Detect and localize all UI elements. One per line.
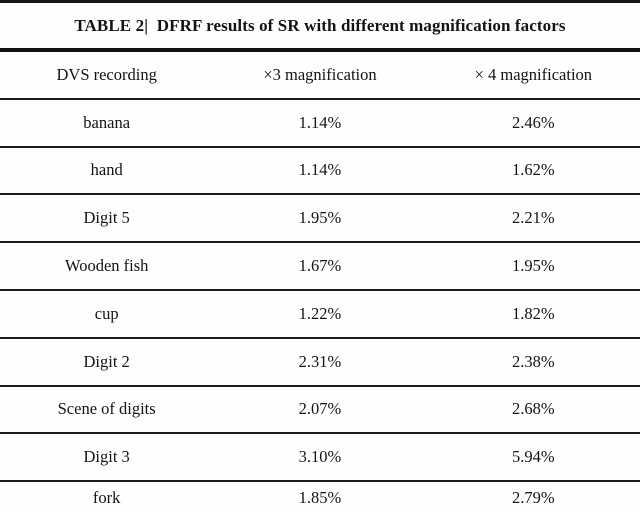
results-table: DVS recording ×3 magnification × 4 magni… [0,52,640,512]
mag3-value-cell: 2.07% [213,385,427,435]
mag4-value-cell: 2.21% [426,194,640,244]
mag3-value-cell: 1.67% [213,242,427,291]
table-header: DVS recording ×3 magnification × 4 magni… [0,52,640,100]
mag3-value-cell: 1.85% [298,488,342,508]
mag3-value-cell: 1.14% [213,146,427,196]
table-row: fork 1.85% 2.79% [0,481,640,512]
mag4-value-cell: 2.46% [426,98,640,148]
table-body: banana 1.14% 2.46% hand 1.14% 1.62% Digi… [0,98,640,512]
recording-name-cell: Digit 3 [0,433,214,483]
table-row: Digit 2 2.31% 2.38% [0,337,640,387]
recording-name-cell: Wooden fish [0,242,214,291]
mag4-value-cell: 2.38% [426,337,640,387]
table-row: Wooden fish 1.67% 1.95% [0,242,640,291]
recording-name-cell: banana [0,98,214,148]
recording-name-cell: fork [92,488,121,508]
mag4-value-cell: 1.82% [426,289,640,339]
mag4-value-cell: 1.95% [426,242,640,291]
recording-name-cell: Scene of digits [0,385,214,435]
mag4-value-cell: 2.68% [426,385,640,435]
col-header-x4-magnification: × 4 magnification [426,52,640,100]
mag3-value-cell: 3.10% [213,433,427,483]
table-title: TABLE 2| DFRF results of SR with differe… [74,15,566,35]
table-caption-block: TABLE 2| DFRF results of SR with differe… [0,3,640,52]
table-row: cup 1.22% 1.82% [0,289,640,339]
table-row: Digit 3 3.10% 5.94% [0,433,640,483]
recording-name-cell: Digit 2 [0,337,214,387]
mag3-value-cell: 2.31% [213,337,427,387]
mag3-value-cell: 1.22% [213,289,427,339]
recording-name-cell: cup [0,289,214,339]
table-row: hand 1.14% 1.62% [0,146,640,196]
header-row: DVS recording ×3 magnification × 4 magni… [0,52,640,100]
table-row: Digit 5 1.95% 2.21% [0,194,640,244]
col-header-x3-magnification: ×3 magnification [213,52,427,100]
recording-name-cell: Digit 5 [0,194,214,244]
mag4-value-cell: 5.94% [426,433,640,483]
mag3-value-cell: 1.95% [213,194,427,244]
table-row: Scene of digits 2.07% 2.68% [0,385,640,435]
col-header-dvs-recording: DVS recording [0,52,214,100]
mag3-value-cell: 1.14% [213,98,427,148]
recording-name-cell: hand [0,146,214,196]
mag4-value-cell: 2.79% [512,488,555,508]
mag4-value-cell: 1.62% [426,146,640,196]
table-row: banana 1.14% 2.46% [0,98,640,148]
